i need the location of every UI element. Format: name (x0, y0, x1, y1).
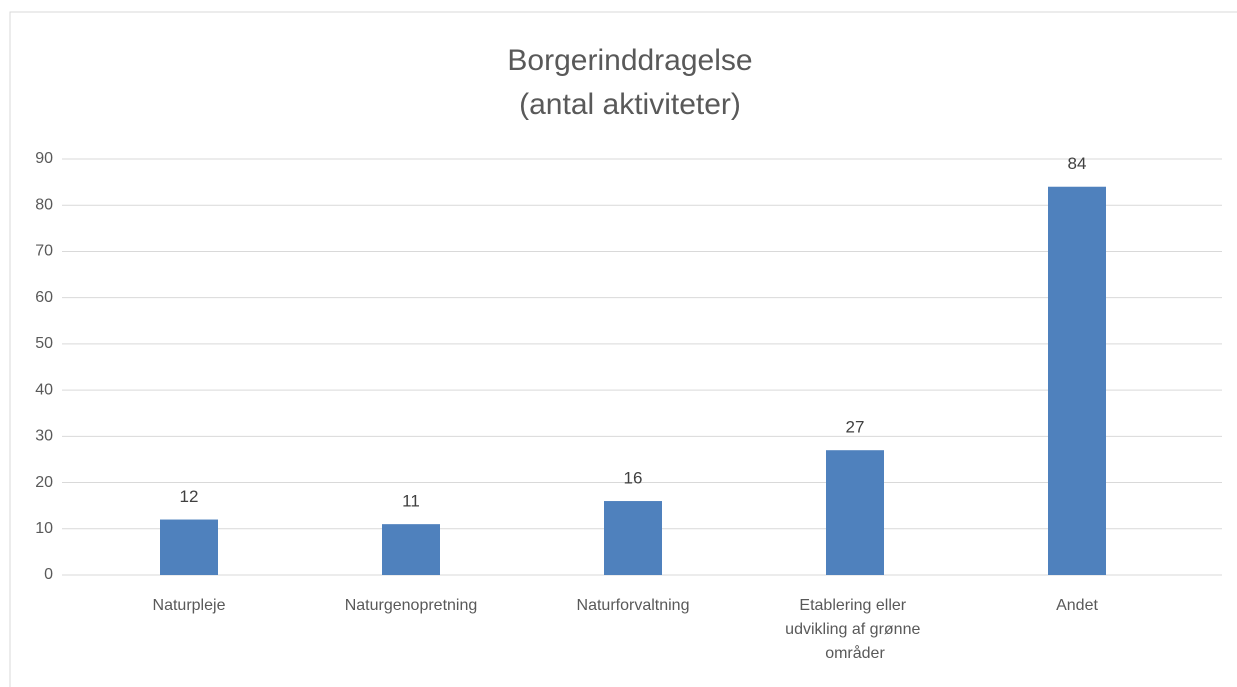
x-tick-label: Andet (1056, 597, 1098, 614)
data-label: 27 (846, 418, 865, 437)
x-tick-label: Etablering eller udvikling af grønne omr… (785, 597, 925, 662)
data-label: 12 (180, 487, 199, 506)
bar (826, 450, 884, 575)
data-label: 11 (402, 492, 420, 511)
chart-frame (9, 11, 1237, 687)
y-tick-label: 70 (35, 243, 53, 260)
y-tick-label: 10 (35, 520, 53, 537)
bar (1048, 186, 1106, 575)
bar (382, 524, 440, 575)
x-tick-label: Naturpleje (153, 597, 226, 614)
y-tick-label: 30 (35, 428, 53, 445)
y-tick-label: 20 (35, 474, 53, 491)
y-tick-label: 80 (35, 196, 53, 213)
x-tick-label: Naturgenopretning (345, 597, 478, 614)
y-tick-label: 90 (35, 150, 53, 167)
bar (604, 501, 662, 575)
y-tick-label: 50 (35, 335, 53, 352)
x-tick-label: Naturforvaltning (577, 597, 690, 614)
y-tick-label: 0 (44, 566, 53, 583)
chart-title: (antal aktiviteter) (519, 88, 741, 121)
chart-title: Borgerinddragelse (507, 44, 752, 77)
data-label: 16 (624, 469, 643, 488)
y-tick-label: 60 (35, 289, 53, 306)
data-label: 84 (1068, 154, 1087, 173)
bar (160, 519, 218, 575)
y-tick-label: 40 (35, 381, 53, 398)
